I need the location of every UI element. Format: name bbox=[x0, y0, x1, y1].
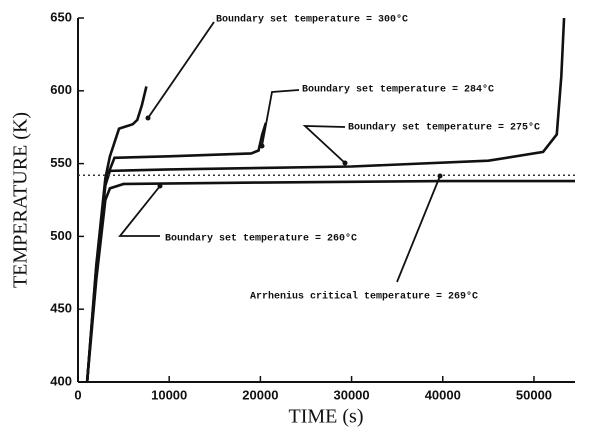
x-axis-label: TIME (s) bbox=[289, 406, 364, 428]
annotation: Boundary set temperature = 275°C bbox=[348, 122, 540, 134]
annotation-point bbox=[342, 160, 348, 166]
annotation-point bbox=[259, 143, 265, 149]
annotation-arrow bbox=[118, 185, 161, 237]
annotation-arrow bbox=[147, 21, 215, 119]
annotation-point bbox=[437, 173, 443, 179]
x-tick-label: 10000 bbox=[151, 387, 187, 402]
y-axis-label: TEMPERATURE (K) bbox=[10, 112, 32, 288]
x-tick-label: 20000 bbox=[242, 387, 278, 402]
annotation-arrow bbox=[302, 125, 346, 164]
temperature-curve bbox=[85, 122, 268, 383]
annotation: Boundary set temperature = 284°C bbox=[302, 84, 494, 96]
y-tick-label: 500 bbox=[50, 228, 72, 243]
temperature-curve bbox=[85, 17, 566, 383]
temperature-curve bbox=[85, 86, 148, 383]
x-tick-label: 50000 bbox=[516, 387, 552, 402]
x-tick-label: 0 bbox=[74, 387, 81, 402]
y-tick-label: 400 bbox=[50, 373, 72, 388]
annotation: Boundary set temperature = 300°C bbox=[216, 14, 408, 26]
annotation-point bbox=[157, 183, 163, 189]
annotation-arrow bbox=[396, 175, 441, 283]
x-tick-label: 40000 bbox=[425, 387, 461, 402]
y-tick-label: 600 bbox=[50, 82, 72, 97]
x-tick-label: 30000 bbox=[333, 387, 369, 402]
y-tick-label: 450 bbox=[50, 301, 72, 316]
y-tick-label: 650 bbox=[50, 9, 72, 24]
annotation-arrow bbox=[261, 89, 300, 147]
annotation: Arrhenius critical temperature = 269°C bbox=[250, 291, 478, 303]
y-tick-label: 550 bbox=[50, 155, 72, 170]
annotation: Boundary set temperature = 260°C bbox=[165, 233, 357, 245]
annotation-point bbox=[145, 115, 151, 121]
temperature-curve bbox=[85, 179, 575, 383]
